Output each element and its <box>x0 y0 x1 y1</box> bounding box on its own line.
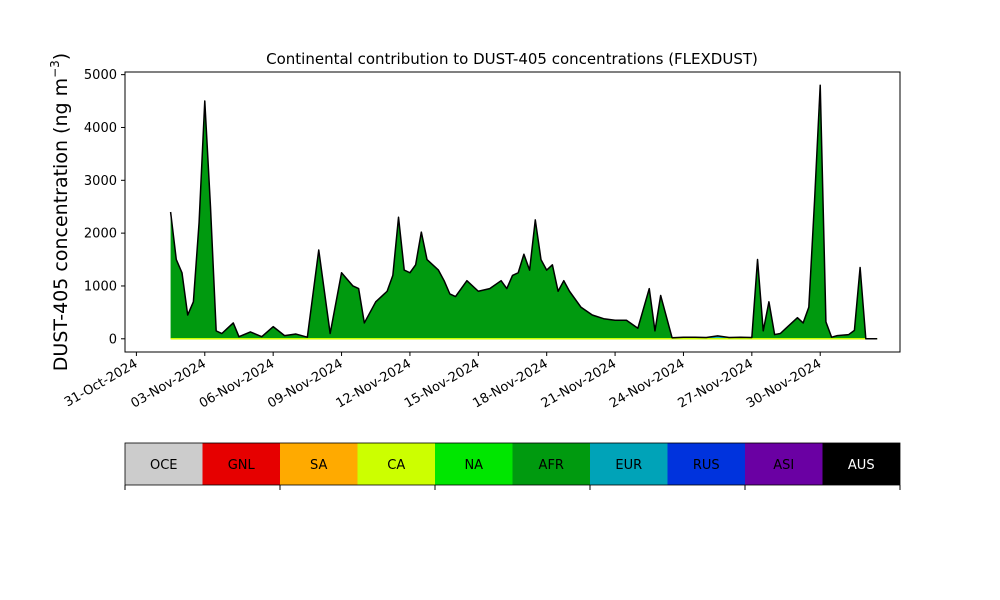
y-tick-label: 2000 <box>84 227 117 242</box>
x-tick-label: 30-Nov-2024 <box>744 356 824 411</box>
legend-frame <box>124 442 901 486</box>
y-axis-label: DUST-405 concentration (ng m−3) <box>48 53 72 371</box>
y-axis-label-text: DUST-405 concentration (ng m <box>50 78 72 371</box>
x-tick-label: 27-Nov-2024 <box>676 356 756 411</box>
legend-label-asi: ASI <box>773 458 794 473</box>
x-tick-label: 24-Nov-2024 <box>607 356 687 411</box>
total-line <box>169 84 878 340</box>
x-tick-label: 15-Nov-2024 <box>402 356 482 411</box>
legend-label-aus: AUS <box>848 458 875 473</box>
x-tick-label: 06-Nov-2024 <box>197 356 277 411</box>
legend-label-rus: RUS <box>693 458 720 473</box>
legend: OCE GNL SA CA NA AFR EUR RUS ASI AUS <box>124 442 901 490</box>
x-tick-label: 21-Nov-2024 <box>539 356 619 411</box>
legend-label-sa: SA <box>310 458 327 473</box>
legend-swatch-oce <box>125 443 203 485</box>
legend-swatch-afr <box>512 443 590 485</box>
legend-label-ca: CA <box>387 458 405 473</box>
x-tick-label: 09-Nov-2024 <box>265 356 345 411</box>
legend-label-na: NA <box>464 458 483 473</box>
chart-title: Continental contribution to DUST-405 con… <box>266 50 758 68</box>
plot-frame <box>124 71 901 353</box>
legend-swatch-eur <box>590 443 668 485</box>
legend-label-oce: OCE <box>150 458 178 473</box>
y-axis-label-exponent: −3 <box>48 60 62 78</box>
legend-label-gnl: GNL <box>228 458 256 473</box>
plot-area: 0 1000 2000 3000 4000 5000 31-Oct-202403-Nov-2… <box>62 68 901 411</box>
x-tick-label: 12-Nov-2024 <box>334 356 414 411</box>
y-tick-label: 5000 <box>84 68 117 83</box>
x-tick-label: 18-Nov-2024 <box>470 356 550 411</box>
y-tick-label: 1000 <box>84 279 117 294</box>
y-tick-label: 0 <box>109 332 117 347</box>
legend-swatch-gnl <box>202 443 280 485</box>
area-afr <box>170 95 878 339</box>
legend-swatch-rus <box>667 443 745 485</box>
y-tick-label: 3000 <box>84 174 117 189</box>
legend-swatch-sa <box>280 443 358 485</box>
legend-swatch-aus <box>822 443 900 485</box>
legend-swatch-ca <box>357 443 435 485</box>
x-tick-label: 31-Oct-2024 <box>62 356 140 410</box>
legend-swatch-asi <box>745 443 823 485</box>
y-axis-label-close: ) <box>50 53 72 60</box>
y-tick-label: 4000 <box>84 121 117 136</box>
legend-label-eur: EUR <box>615 458 642 473</box>
legend-label-afr: AFR <box>539 458 564 473</box>
x-tick-label: 03-Nov-2024 <box>129 356 209 411</box>
legend-swatch-na <box>435 443 513 485</box>
